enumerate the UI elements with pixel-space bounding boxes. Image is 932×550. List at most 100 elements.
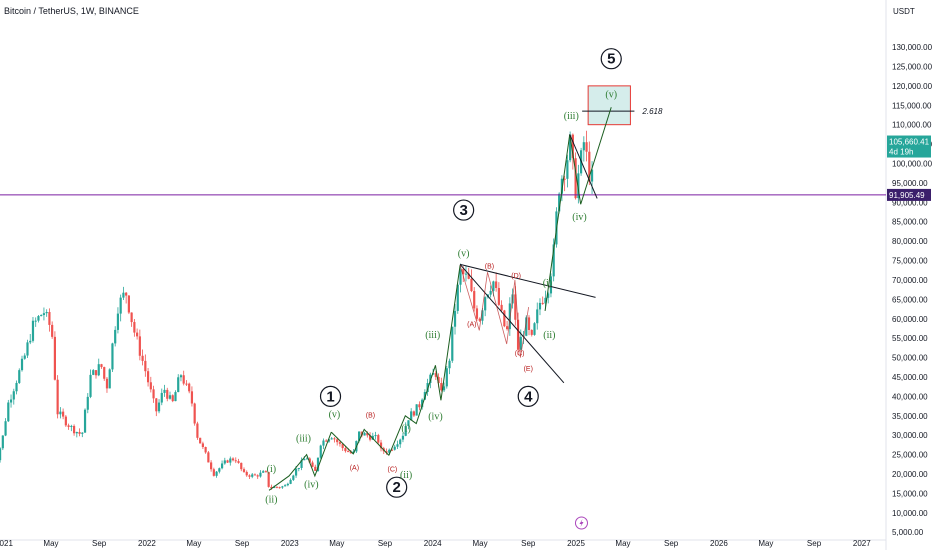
x-tick-label: 2024: [424, 539, 442, 548]
x-tick-label: Sep: [521, 539, 536, 548]
minor-wave-label: (iii): [425, 330, 440, 341]
candle-body: [56, 379, 59, 415]
candle-body: [547, 293, 550, 298]
y-tick-label: 100,000.00: [892, 159, 932, 168]
candle-body: [533, 323, 536, 335]
candle-body: [231, 458, 235, 461]
candle-body: [516, 319, 520, 350]
candle-body: [51, 324, 54, 337]
candle-body: [527, 317, 531, 330]
x-tick-label: May: [186, 539, 201, 548]
candle-body: [218, 468, 221, 472]
candle-body: [70, 425, 73, 427]
candle-body: [552, 244, 555, 277]
candle-body: [111, 343, 114, 370]
candle-body: [492, 281, 495, 291]
candle-body: [292, 475, 295, 480]
candle-body: [114, 329, 117, 344]
candle-body: [401, 435, 405, 440]
candle-body: [478, 318, 481, 321]
target-zone-box: [587, 85, 631, 126]
candle-body: [322, 440, 325, 446]
y-tick-label: 120,000.00: [892, 82, 932, 91]
minor-wave-label: (iv): [428, 412, 442, 423]
candle-body: [130, 312, 133, 323]
wave-circle-marker: [319, 385, 342, 407]
candle-body: [399, 439, 402, 445]
candle-body: [338, 442, 342, 444]
candle-body: [388, 449, 391, 453]
candle-body: [467, 273, 470, 279]
candle-body: [31, 320, 35, 341]
candle-body: [544, 297, 547, 304]
candle-body: [75, 432, 78, 434]
candle-body: [264, 471, 268, 473]
y-tick-label: 60,000.00: [892, 315, 928, 324]
candle-body: [136, 332, 139, 337]
candle-body: [138, 336, 141, 356]
candle-body: [519, 336, 522, 350]
candle-body: [453, 310, 457, 327]
triangle-lower-line: [459, 264, 565, 384]
candle-body: [245, 471, 248, 476]
candle-body: [349, 451, 352, 454]
candle-body: [163, 389, 166, 393]
candle-body: [92, 370, 95, 375]
wave-circle-marker: [453, 199, 475, 221]
candle-body: [473, 291, 476, 309]
candle-body: [294, 468, 298, 476]
candle-body: [171, 395, 174, 402]
x-tick-label: 2022: [138, 539, 156, 548]
minor-wave-label: (i): [543, 278, 552, 289]
candle-body: [12, 391, 15, 400]
minor-wave-label: (v): [605, 90, 617, 101]
candle-body: [177, 377, 180, 393]
y-tick-label: 110,000.00: [892, 121, 932, 130]
candle-body: [538, 302, 542, 310]
candle-body: [237, 461, 240, 463]
candle-body: [168, 395, 172, 399]
candle-body: [122, 292, 125, 298]
candle-body: [341, 443, 344, 449]
candle-body: [15, 382, 18, 392]
candle-body: [412, 411, 416, 416]
y-tick-label: 40,000.00: [892, 392, 928, 401]
candle-body: [141, 355, 144, 361]
candle-body: [508, 303, 511, 330]
candle-body: [358, 431, 361, 441]
minor-wave-label: (iv): [304, 480, 318, 491]
candle-body: [418, 404, 421, 408]
candle-body: [314, 466, 317, 471]
candle-body: [155, 398, 158, 412]
x-tick-label: May: [329, 539, 344, 548]
candle-body: [125, 292, 128, 296]
candle-body: [462, 269, 465, 275]
candle-body: [234, 460, 237, 462]
wave-2-path: [330, 428, 390, 456]
candle-body: [20, 358, 24, 371]
x-tick-label: 2023: [281, 539, 299, 548]
candle-body: [530, 329, 533, 335]
candle-body: [536, 309, 539, 324]
candle-body: [100, 364, 103, 368]
candle-body: [226, 460, 229, 463]
candle-body: [560, 178, 564, 194]
wave-3-path: [388, 265, 461, 456]
correction-wave-label: (C): [388, 466, 398, 473]
candle-body: [9, 399, 13, 403]
correction-wave-label: (A): [350, 465, 359, 472]
minor-wave-label: (ii): [400, 470, 412, 481]
candle-body: [281, 486, 284, 488]
x-tick-label: Sep: [807, 539, 822, 548]
candle-body: [62, 411, 65, 417]
candle-body: [577, 173, 580, 199]
candle-body: [421, 399, 424, 408]
candle-body: [316, 457, 320, 471]
candle-body: [500, 304, 503, 311]
current-price-tag: [887, 135, 931, 158]
candle-body: [196, 423, 199, 438]
x-tick-label: Sep: [378, 539, 393, 548]
candle-body: [330, 438, 333, 440]
